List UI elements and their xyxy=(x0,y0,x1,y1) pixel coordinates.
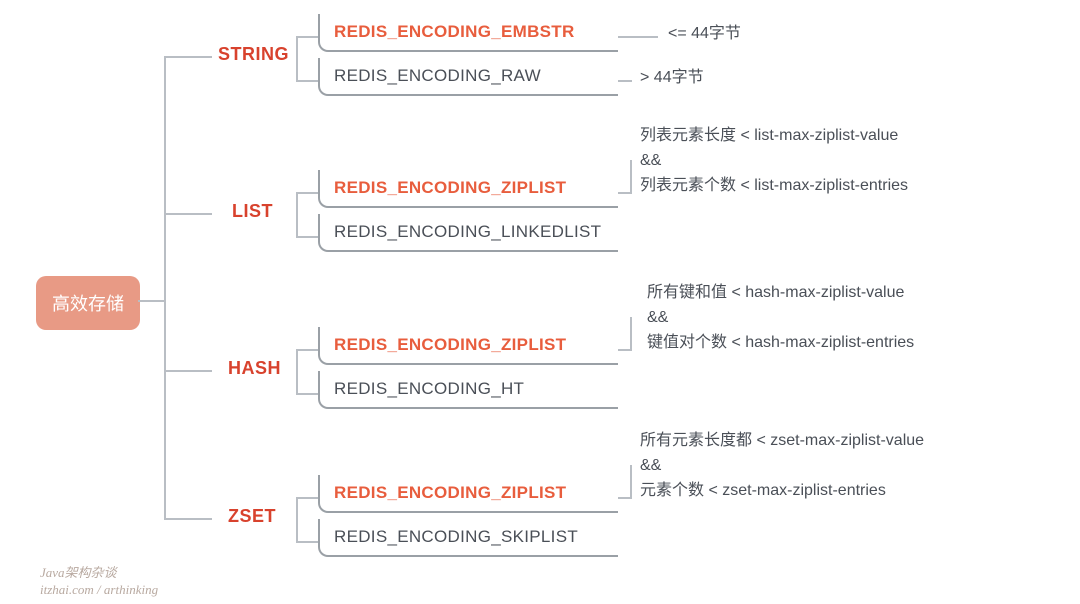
connector xyxy=(138,300,164,302)
encoding-raw: REDIS_ENCODING_RAW xyxy=(334,66,541,85)
connector xyxy=(618,497,632,499)
cond-amp: && xyxy=(640,457,661,474)
condition-list: 列表元素长度 < list-max-ziplist-value && 列表元素个… xyxy=(640,124,908,198)
condition-hash: 所有键和值 < hash-max-ziplist-value && 键值对个数 … xyxy=(647,281,914,355)
condition-zset: 所有元素长度都 < zset-max-ziplist-value && 元素个数… xyxy=(640,429,924,503)
cond-line: 元素个数 < zset-max-ziplist-entries xyxy=(640,482,886,499)
connector xyxy=(296,192,318,194)
encoding-row: REDIS_ENCODING_RAW xyxy=(318,58,618,96)
encoding-embstr: REDIS_ENCODING_EMBSTR xyxy=(334,22,575,41)
connector xyxy=(630,160,632,192)
watermark-line2: itzhai.com / arthinking xyxy=(40,582,158,597)
connector xyxy=(618,36,658,38)
encoding-skiplist: REDIS_ENCODING_SKIPLIST xyxy=(334,527,578,546)
connector xyxy=(296,36,298,80)
condition-string-raw: > 44字节 xyxy=(640,66,704,91)
encoding-hash-ziplist: REDIS_ENCODING_ZIPLIST xyxy=(334,335,566,354)
connector xyxy=(164,370,212,372)
encoding-row: REDIS_ENCODING_HT xyxy=(318,371,618,409)
connector xyxy=(164,56,212,58)
root-node: 高效存储 xyxy=(36,276,140,330)
encoding-row: REDIS_ENCODING_EMBSTR xyxy=(318,14,618,52)
connector xyxy=(630,317,632,349)
encoding-row: REDIS_ENCODING_SKIPLIST xyxy=(318,519,618,557)
cond-line: 所有键和值 < hash-max-ziplist-value xyxy=(647,284,904,301)
connector xyxy=(296,497,318,499)
cond-line: 列表元素长度 < list-max-ziplist-value xyxy=(640,127,898,144)
connector xyxy=(618,192,632,194)
connector xyxy=(618,349,632,351)
connector xyxy=(296,236,318,238)
connector xyxy=(618,80,632,82)
connector xyxy=(164,213,212,215)
encoding-row: REDIS_ENCODING_ZIPLIST xyxy=(318,475,618,513)
cond-line: 列表元素个数 < list-max-ziplist-entries xyxy=(640,177,908,194)
type-hash: HASH xyxy=(228,358,281,379)
connector xyxy=(164,518,212,520)
connector xyxy=(296,349,318,351)
connector xyxy=(296,497,298,541)
encoding-zset-ziplist: REDIS_ENCODING_ZIPLIST xyxy=(334,483,566,502)
connector xyxy=(296,393,318,395)
type-list: LIST xyxy=(232,201,273,222)
cond-amp: && xyxy=(640,152,661,169)
connector xyxy=(630,465,632,497)
encoding-ht: REDIS_ENCODING_HT xyxy=(334,379,524,398)
encoding-row: REDIS_ENCODING_ZIPLIST xyxy=(318,327,618,365)
connector xyxy=(296,80,318,82)
encoding-row: REDIS_ENCODING_ZIPLIST xyxy=(318,170,618,208)
encoding-list-ziplist: REDIS_ENCODING_ZIPLIST xyxy=(334,178,566,197)
connector xyxy=(296,36,318,38)
watermark-line1: Java架构杂谈 xyxy=(40,565,117,580)
watermark: Java架构杂谈 itzhai.com / arthinking xyxy=(40,565,158,599)
encoding-linkedlist: REDIS_ENCODING_LINKEDLIST xyxy=(334,222,601,241)
cond-line: 所有元素长度都 < zset-max-ziplist-value xyxy=(640,432,924,449)
connector xyxy=(296,541,318,543)
cond-amp: && xyxy=(647,309,668,326)
type-string: STRING xyxy=(218,44,289,65)
connector xyxy=(164,56,166,518)
cond-line: 键值对个数 < hash-max-ziplist-entries xyxy=(647,334,914,351)
condition-string-emb: <= 44字节 xyxy=(668,22,741,47)
connector xyxy=(296,192,298,236)
connector xyxy=(296,349,298,393)
root-label: 高效存储 xyxy=(52,294,124,314)
encoding-row: REDIS_ENCODING_LINKEDLIST xyxy=(318,214,618,252)
type-zset: ZSET xyxy=(228,506,276,527)
